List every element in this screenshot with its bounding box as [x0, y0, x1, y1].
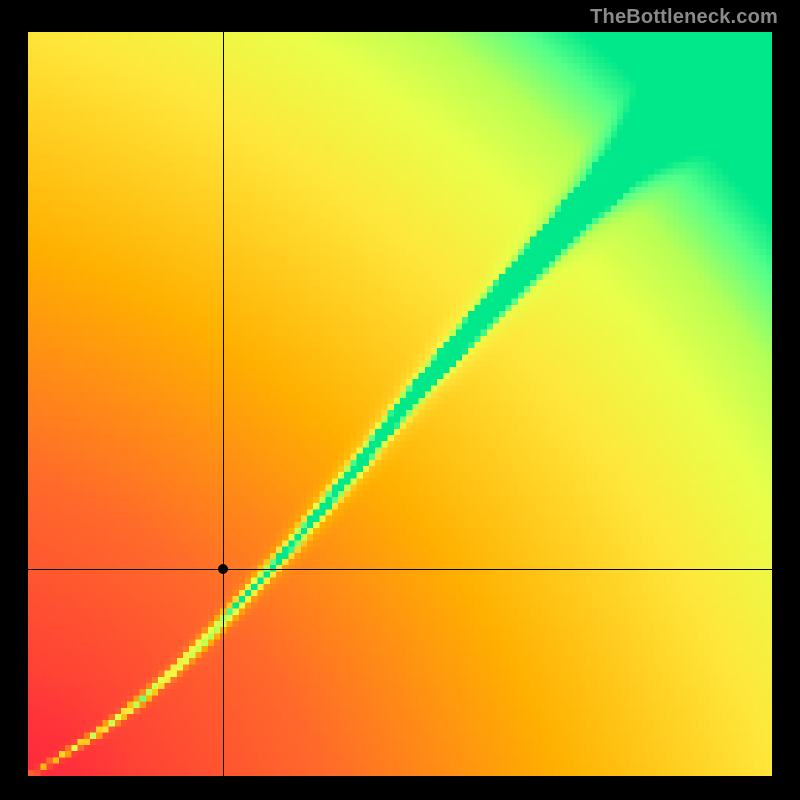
crosshair-marker — [218, 564, 228, 574]
crosshair-horizontal — [28, 569, 772, 570]
chart-container: TheBottleneck.com — [0, 0, 800, 800]
heatmap-canvas — [28, 32, 772, 776]
watermark-text: TheBottleneck.com — [590, 6, 778, 29]
crosshair-vertical — [223, 32, 224, 776]
heatmap-plot — [28, 32, 772, 776]
